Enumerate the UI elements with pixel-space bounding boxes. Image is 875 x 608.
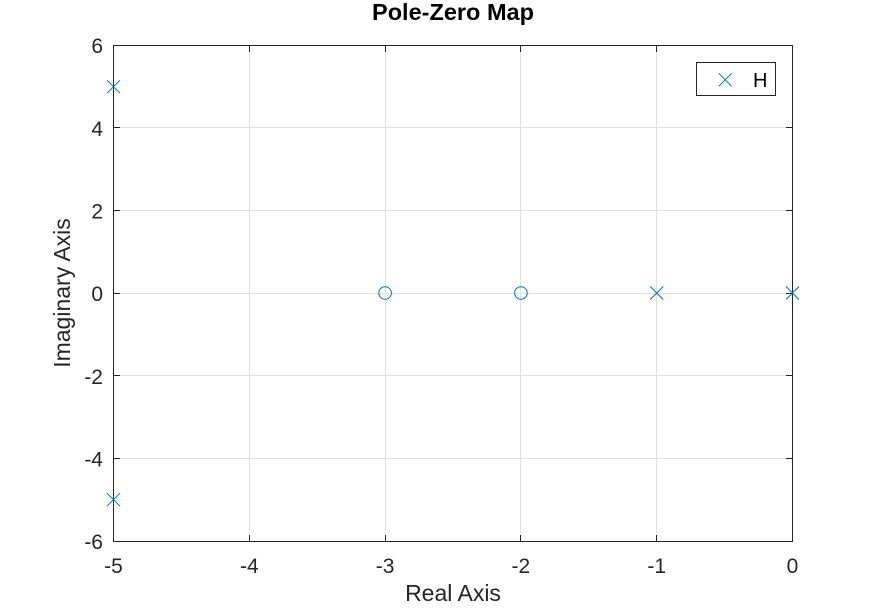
svg-text:-2: -2: [84, 366, 103, 389]
svg-text:0: 0: [91, 283, 103, 306]
svg-text:6: 6: [91, 35, 103, 58]
svg-text:-4: -4: [240, 555, 259, 578]
svg-text:-3: -3: [376, 555, 395, 578]
svg-text:H: H: [753, 70, 767, 92]
svg-text:0: 0: [787, 555, 799, 578]
svg-text:2: 2: [91, 201, 103, 224]
svg-text:-6: -6: [84, 531, 103, 554]
svg-text:4: 4: [91, 118, 103, 141]
svg-text:Imaginary Axis: Imaginary Axis: [49, 218, 75, 368]
svg-text:-2: -2: [512, 555, 531, 578]
svg-text:-4: -4: [84, 449, 103, 472]
svg-text:-5: -5: [104, 555, 123, 578]
svg-text:Real Axis: Real Axis: [405, 580, 501, 606]
svg-text:-1: -1: [647, 555, 666, 578]
svg-text:Pole-Zero Map: Pole-Zero Map: [372, 0, 534, 25]
